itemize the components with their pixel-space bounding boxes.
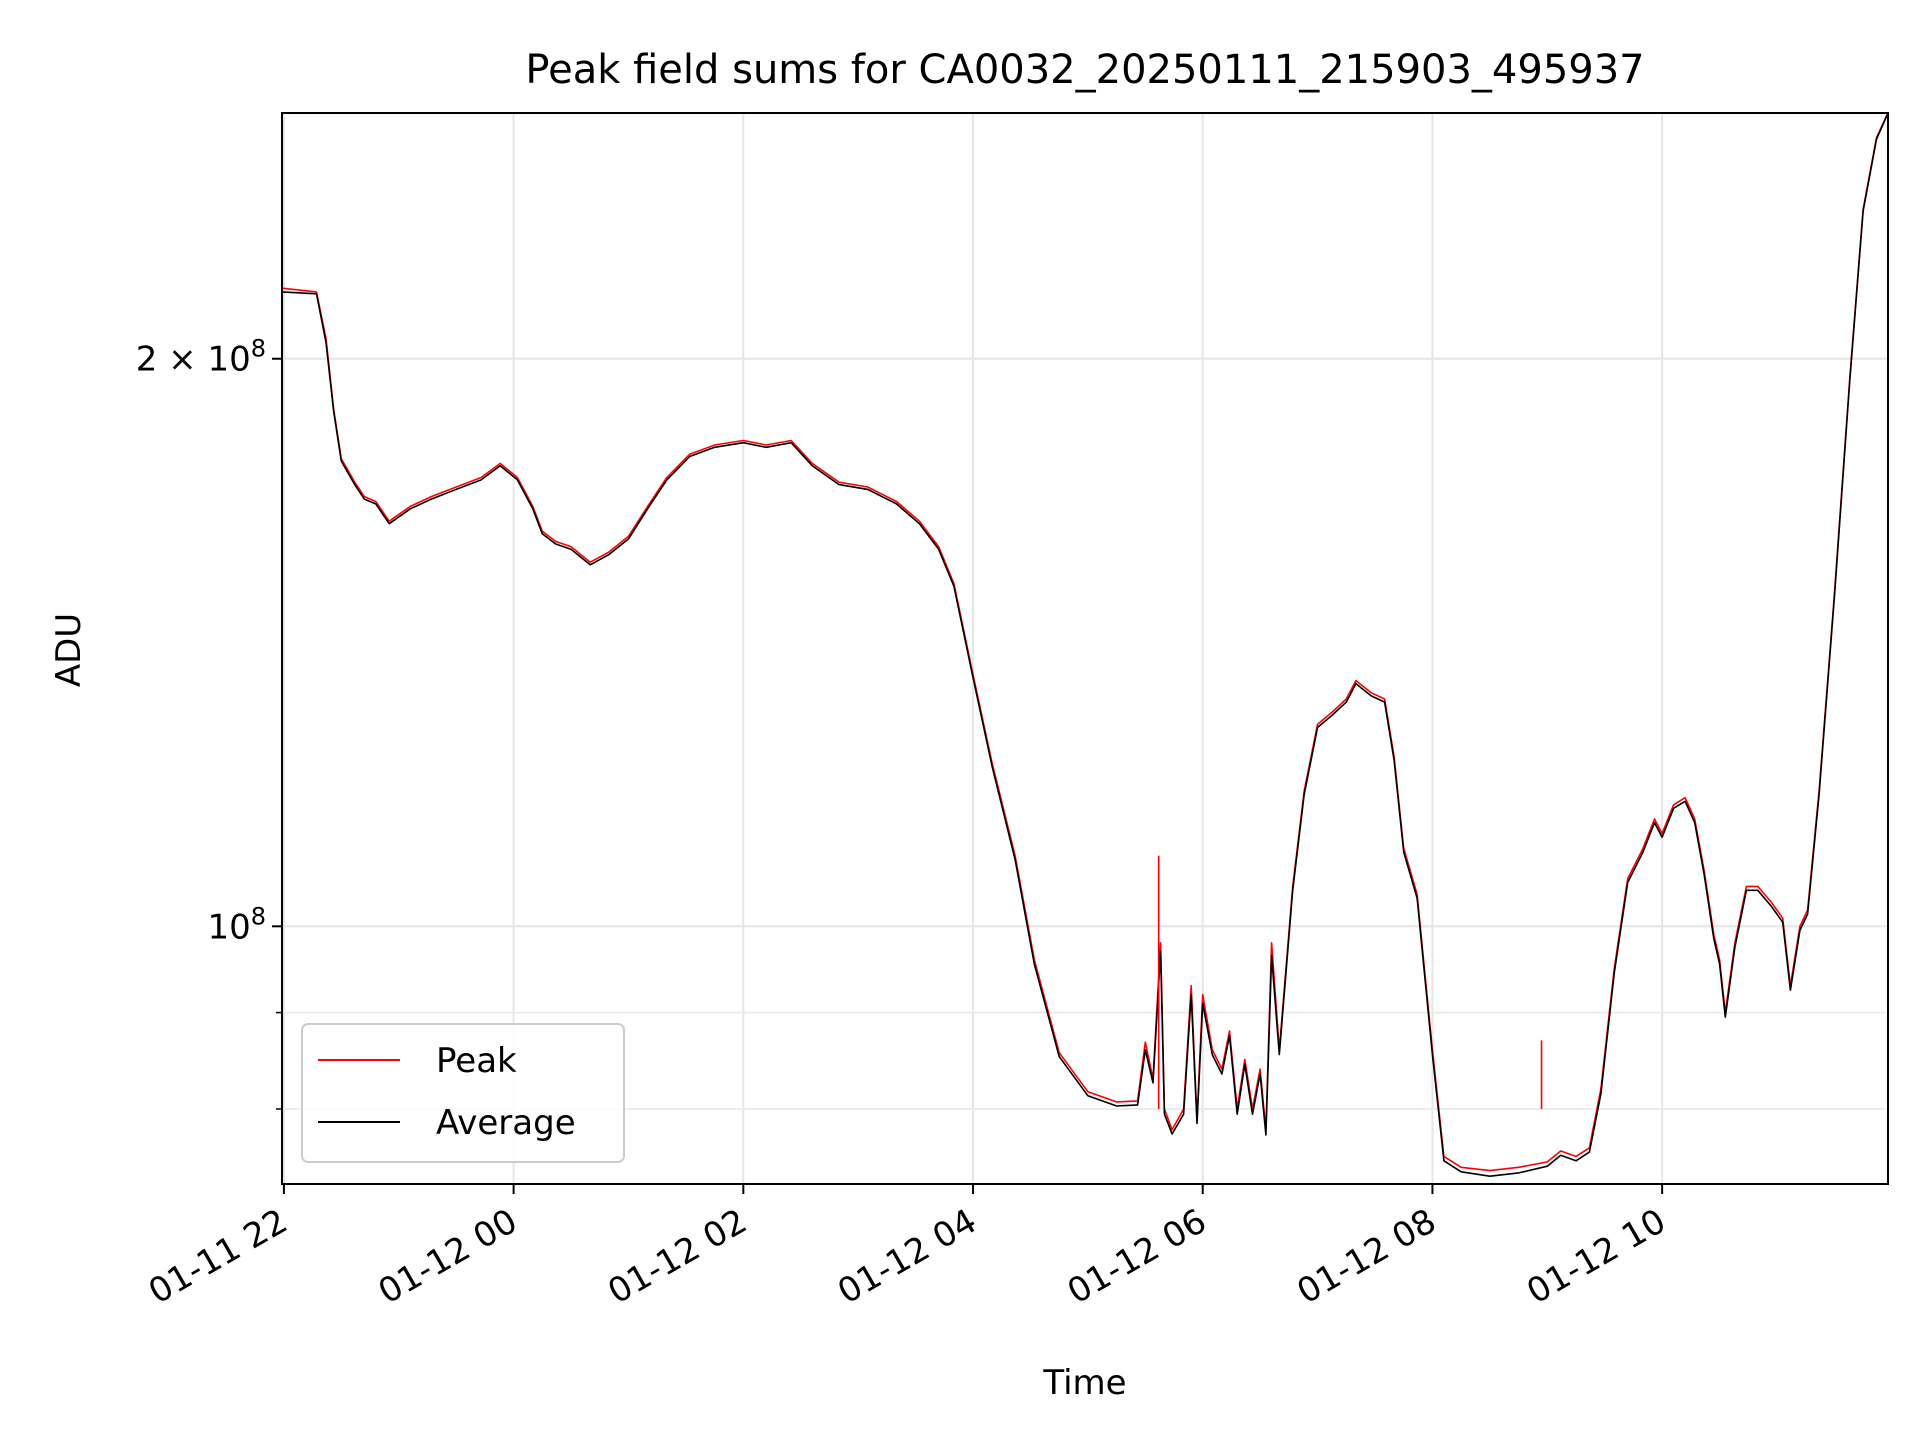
y-axis-ticks: 108 2 × 108 (136, 335, 282, 1110)
chart-title: Peak field sums for CA0032_20250111_2159… (525, 47, 1644, 93)
legend: Peak Average (301, 1023, 625, 1163)
series-line-average (281, 112, 1889, 1177)
plot-lines (281, 112, 1889, 1177)
plot-frame (281, 112, 1889, 1185)
y-axis-label: ADU (49, 613, 89, 687)
legend-label-average: Average (436, 1103, 576, 1143)
x-axis-label: Time (1042, 1363, 1126, 1403)
legend-box (301, 1023, 625, 1163)
series-line-peak (281, 112, 1889, 1172)
legend-label-peak: Peak (436, 1041, 517, 1081)
y-tick-label: 2 × 108 (136, 335, 266, 380)
grid (282, 113, 1888, 1184)
y-tick-label: 108 (207, 902, 266, 947)
